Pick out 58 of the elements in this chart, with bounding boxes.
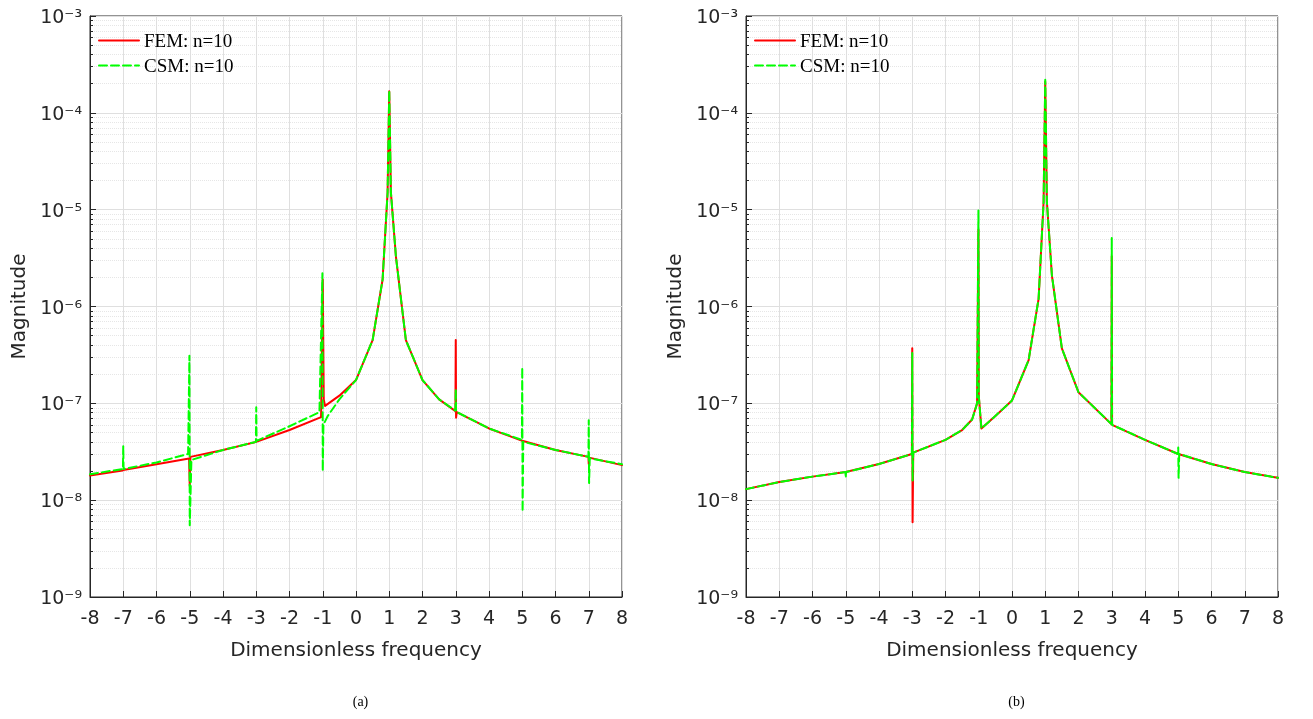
- y-tick-label: 10⁻⁹: [696, 586, 738, 608]
- y-tick-label: 10⁻⁵: [696, 198, 738, 221]
- x-tick-label: 2: [1072, 605, 1085, 628]
- x-tick-label: 5: [516, 605, 529, 628]
- legend-label: FEM: n=10: [800, 30, 889, 51]
- text: (a): [352, 693, 369, 710]
- x-tick-label: -2: [936, 605, 955, 628]
- x-tick-label: -8: [736, 605, 756, 628]
- x-tick-label: 8: [1271, 605, 1285, 628]
- x-tick-label: 0: [1005, 605, 1019, 628]
- x-tick-label: -4: [213, 605, 233, 628]
- x-tick-label: -7: [769, 605, 789, 628]
- x-tick-label: -6: [803, 605, 822, 628]
- x-tick-label: 2: [416, 605, 429, 628]
- x-tick-label: 0: [349, 605, 363, 628]
- x-tick-label: 3: [449, 605, 462, 628]
- x-tick-label: -8: [80, 605, 100, 628]
- x-tick-label: 7: [1238, 605, 1251, 628]
- y-tick-label: 10⁻⁸: [40, 489, 82, 512]
- x-tick-label: 5: [1172, 605, 1185, 628]
- x-tick-label: -6: [147, 605, 166, 628]
- y-tick-label: 10⁻⁷: [696, 392, 738, 415]
- x-tick-label: -4: [869, 605, 889, 628]
- x-tick-label: 1: [1039, 605, 1052, 628]
- x-tick-label: -3: [246, 605, 266, 628]
- x-axis-title: Dimensionless frequency: [230, 637, 482, 661]
- x-tick-label: -2: [280, 605, 299, 628]
- y-tick-label: 10⁻⁸: [696, 489, 738, 512]
- x-tick-label: 1: [383, 605, 396, 628]
- legend-label: CSM: n=10: [144, 55, 234, 76]
- x-tick-label: 6: [1205, 605, 1218, 628]
- x-tick-label: 4: [482, 605, 496, 628]
- text: (b): [1008, 693, 1025, 710]
- y-axis-title: Magnitude: [662, 253, 686, 360]
- x-tick-label: -1: [313, 605, 333, 628]
- y-tick-label: 10⁻⁹: [40, 586, 82, 608]
- y-tick-label: 10⁻⁴: [40, 101, 83, 124]
- y-tick-label: 10⁻³: [40, 5, 82, 27]
- x-tick-label: -3: [902, 605, 922, 628]
- x-tick-label: -1: [969, 605, 989, 628]
- y-axis-title: Magnitude: [6, 253, 30, 360]
- x-tick-label: 6: [549, 605, 562, 628]
- x-tick-label: 7: [582, 605, 595, 628]
- x-axis-title: Dimensionless frequency: [886, 637, 1138, 661]
- y-tick-label: 10⁻³: [696, 5, 738, 27]
- y-tick-label: 10⁻⁷: [40, 392, 82, 415]
- x-tick-label: -5: [180, 605, 200, 628]
- y-tick-label: 10⁻⁵: [40, 198, 82, 221]
- x-tick-label: 8: [615, 605, 629, 628]
- y-tick-label: 10⁻⁶: [696, 295, 738, 318]
- y-tick-label: 10⁻⁶: [40, 295, 82, 318]
- x-tick-label: -5: [836, 605, 856, 628]
- legend-label: FEM: n=10: [144, 30, 233, 51]
- x-tick-label: -7: [113, 605, 133, 628]
- x-tick-label: 3: [1105, 605, 1118, 628]
- x-tick-label: 4: [1138, 605, 1152, 628]
- legend-label: CSM: n=10: [800, 55, 890, 76]
- y-tick-label: 10⁻⁴: [696, 101, 739, 124]
